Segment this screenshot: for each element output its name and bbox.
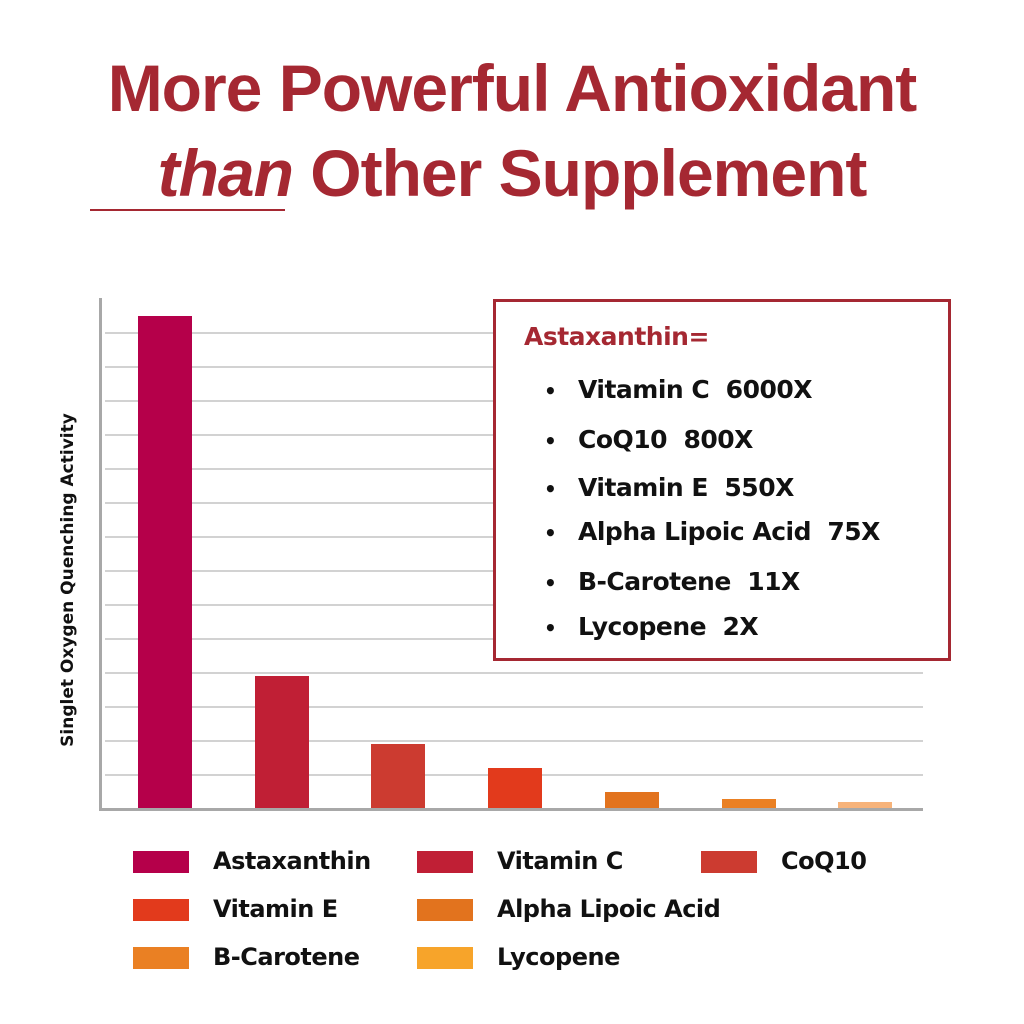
title-emphasis: than	[157, 136, 294, 210]
legend-label: Lycopene	[497, 943, 620, 971]
comparison-callout-box: Astaxanthin= • Vitamin C 6000X • CoQ10 800X…	[493, 299, 951, 661]
bullet-icon: •	[544, 571, 557, 595]
legend-swatch-icon	[133, 851, 189, 873]
legend-label: Alpha Lipoic Acid	[497, 895, 721, 923]
y-axis-label: Singlet Oxygen Quenching Activity	[58, 413, 78, 747]
bar-b-carotene	[722, 799, 776, 809]
callout-item-text: Vitamin C 6000X	[578, 375, 813, 404]
bullet-icon: •	[544, 616, 557, 640]
legend-swatch-icon	[417, 899, 473, 921]
bar-vitamin-c	[255, 676, 309, 809]
gridline	[105, 672, 923, 674]
y-axis	[99, 298, 102, 811]
callout-item: • Vitamin C 6000X	[544, 375, 813, 404]
callout-item-text: Lycopene 2X	[578, 612, 759, 641]
bar-coq10	[371, 744, 425, 809]
legend-label: Vitamin E	[213, 895, 338, 923]
legend-label: B-Carotene	[213, 943, 360, 971]
title-underline	[90, 209, 285, 211]
callout-item-text: CoQ10 800X	[578, 425, 753, 454]
gridline	[105, 706, 923, 708]
legend-label: CoQ10	[781, 847, 867, 875]
callout-item: • Lycopene 2X	[544, 612, 759, 641]
callout-item-text: B-Carotene 11X	[578, 567, 800, 596]
page-title-line-1: More Powerful Antioxidant	[107, 51, 918, 125]
callout-item-text: Vitamin E 550X	[578, 473, 794, 502]
legend-swatch-icon	[417, 851, 473, 873]
bullet-icon: •	[544, 521, 557, 545]
bar-astaxanthin	[138, 316, 192, 809]
bullet-icon: •	[544, 429, 557, 453]
page-title-line-2: than Other Supplement	[0, 140, 1024, 206]
callout-item: • Vitamin E 550X	[544, 473, 794, 502]
callout-title: Astaxanthin=	[524, 322, 709, 351]
callout-item-text: Alpha Lipoic Acid 75X	[578, 517, 880, 546]
legend-swatch-icon	[417, 947, 473, 969]
legend-label: Vitamin C	[497, 847, 623, 875]
gridline	[105, 740, 923, 742]
callout-item: • B-Carotene 11X	[544, 567, 800, 596]
bullet-icon: •	[544, 379, 557, 403]
bullet-icon: •	[544, 477, 557, 501]
callout-item: • CoQ10 800X	[544, 425, 753, 454]
legend-swatch-icon	[133, 947, 189, 969]
x-axis	[99, 808, 923, 811]
bar-lycopene	[838, 802, 892, 809]
legend-swatch-icon	[701, 851, 757, 873]
callout-item: • Alpha Lipoic Acid 75X	[544, 517, 880, 546]
title-rest: Other Supplement	[292, 136, 867, 210]
legend-swatch-icon	[133, 899, 189, 921]
bar-vitamin-e	[488, 768, 542, 809]
legend-label: Astaxanthin	[213, 847, 371, 875]
bar-alpha-lipoic-acid	[605, 792, 659, 809]
